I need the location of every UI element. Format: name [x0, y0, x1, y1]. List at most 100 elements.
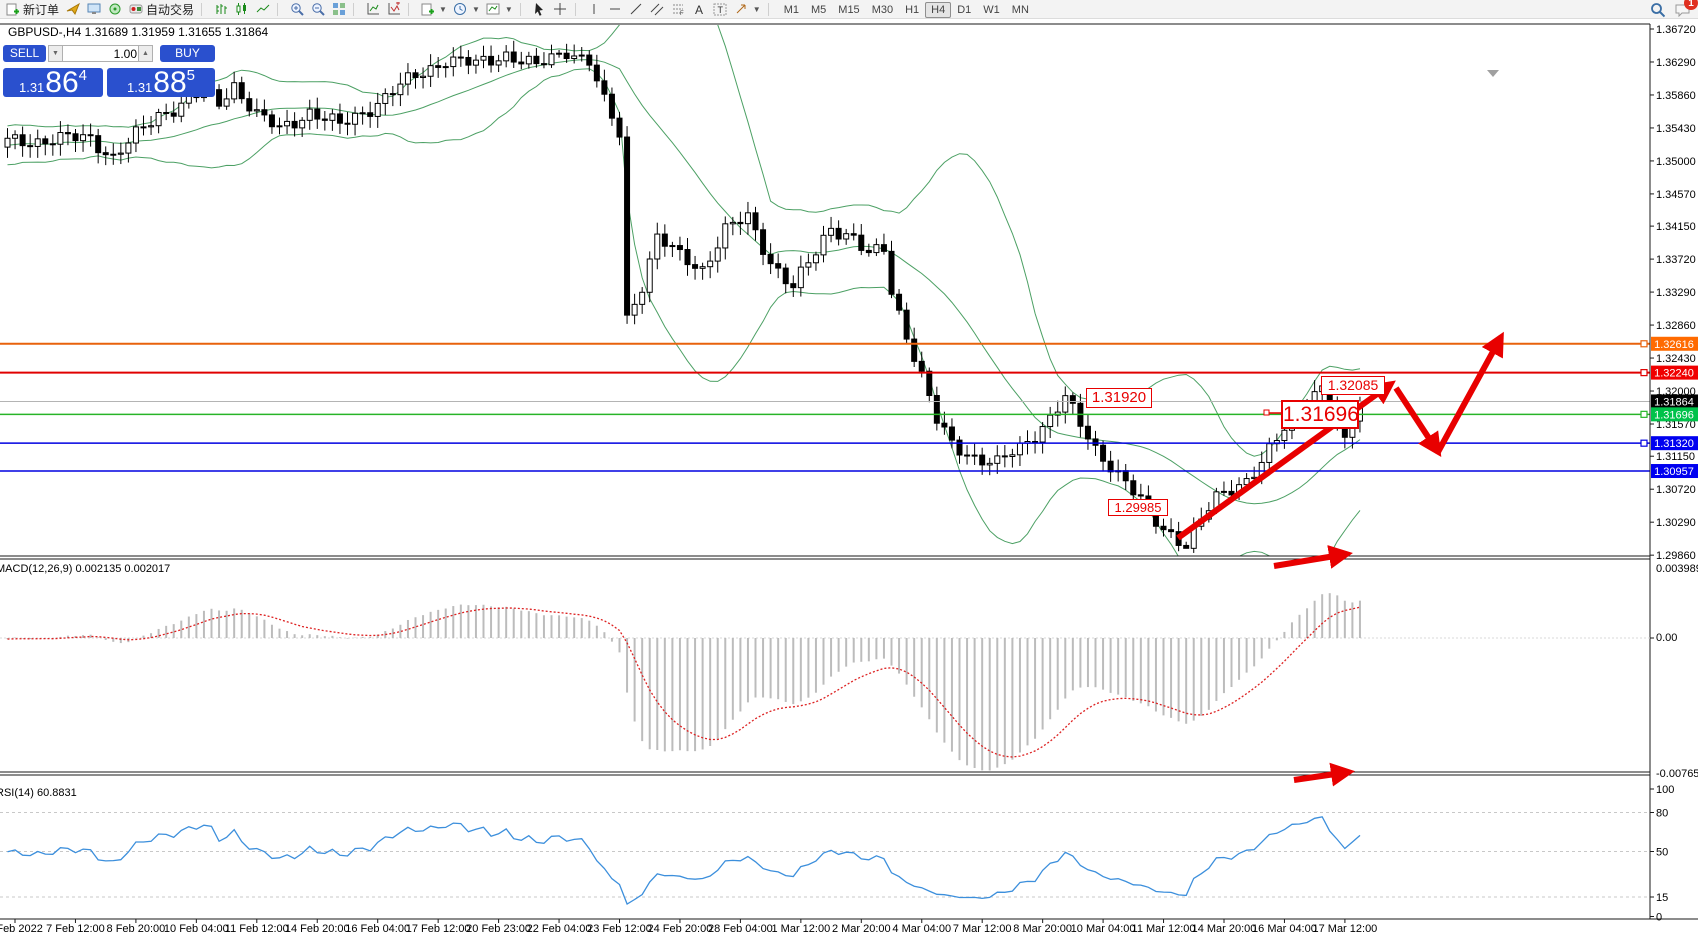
signals-button[interactable] [105, 1, 124, 18]
indicator-window-icon [365, 2, 380, 17]
add-indicator-icon [420, 2, 435, 17]
tf-button-MN[interactable]: MN [1011, 4, 1029, 16]
text-icon: A [692, 2, 707, 17]
svg-text:8 Mar 20:00: 8 Mar 20:00 [1013, 923, 1072, 935]
ask-price-pip: 5 [186, 67, 196, 84]
buy-button[interactable]: BUY [160, 45, 215, 62]
svg-text:8 Feb 20:00: 8 Feb 20:00 [107, 923, 166, 935]
ask-price-display[interactable]: 1.31 88 5 [107, 66, 215, 99]
line-chart-icon [255, 2, 270, 17]
label-tool[interactable]: T [711, 1, 730, 18]
volume-input[interactable] [62, 45, 142, 62]
ask-price-big: 88 [153, 66, 187, 99]
bar-chart-button[interactable] [211, 1, 230, 18]
svg-text:7 Mar 12:00: 7 Mar 12:00 [953, 923, 1012, 935]
volume-increase-button[interactable]: ▲ [138, 45, 153, 62]
template-button[interactable]: ▼ [484, 1, 515, 18]
chevron-down-icon: ▼ [752, 4, 761, 14]
svg-text:-0.007657: -0.007657 [1656, 768, 1698, 780]
volume-decrease-button[interactable]: ▼ [48, 45, 63, 62]
horizontal-line-tool[interactable] [606, 1, 625, 18]
horizontal-lines-layer [0, 340, 1650, 472]
arrows-tool[interactable]: ▼ [732, 1, 763, 18]
chevron-down-icon: ▼ [439, 4, 447, 14]
tf-button-M5[interactable]: M5 [811, 4, 827, 16]
annotation-price-label[interactable]: 1.32085 [1321, 376, 1385, 395]
annotation-price-label[interactable]: 1.29985 [1108, 499, 1168, 516]
channel-tool[interactable] [648, 1, 667, 18]
svg-text:50: 50 [1656, 847, 1668, 859]
svg-text:1.35860: 1.35860 [1656, 90, 1696, 102]
svg-text:1.36720: 1.36720 [1656, 24, 1696, 36]
svg-text:1.32860: 1.32860 [1656, 320, 1696, 332]
tf-button-D1[interactable]: D1 [957, 4, 972, 16]
svg-text:1.34570: 1.34570 [1656, 189, 1696, 201]
rsi-axis: 100 80 50 15 0 [1650, 784, 1674, 924]
zoom-out-button[interactable] [308, 1, 327, 18]
indicator-list-button[interactable] [384, 1, 403, 18]
macd-axis: 0.003989 0.00 -0.007657 [1650, 563, 1698, 780]
svg-text:1.34150: 1.34150 [1656, 221, 1696, 233]
tf-button-H1[interactable]: H1 [905, 4, 920, 16]
line-chart-button[interactable] [253, 1, 272, 18]
annotation-price-label[interactable]: 1.31920 [1086, 388, 1152, 408]
text-tool[interactable]: A [690, 1, 709, 18]
svg-text:23 Feb 12:00: 23 Feb 12:00 [587, 923, 652, 935]
symbol-info: GBPUSD-,H4 1.31689 1.31959 1.31655 1.318… [8, 25, 269, 39]
tile-windows-button[interactable] [329, 1, 348, 18]
fibonacci-tool[interactable]: F [669, 1, 688, 18]
period-button[interactable]: ▼ [451, 1, 482, 18]
svg-text:A: A [695, 3, 703, 16]
tf-button-M30[interactable]: M30 [871, 4, 894, 16]
zoom-in-button[interactable] [287, 1, 306, 18]
notifications-button[interactable]: 1 [1675, 0, 1698, 17]
svg-text:11 Mar 12:00: 11 Mar 12:00 [1132, 923, 1196, 935]
cursor-button[interactable] [530, 1, 549, 18]
indicator-window-button[interactable] [363, 1, 382, 18]
toolbar-right-group: 1 [1650, 0, 1698, 19]
tf-button-M15[interactable]: M15 [838, 4, 860, 16]
svg-text:1.36290: 1.36290 [1656, 57, 1696, 69]
chevron-down-icon: ▼ [471, 4, 480, 14]
annotation-price-label[interactable]: 1.31696 [1281, 400, 1359, 429]
svg-text:14 Mar 20:00: 14 Mar 20:00 [1192, 923, 1257, 935]
svg-text:16 Mar 04:00: 16 Mar 04:00 [1252, 923, 1317, 935]
tf-button-H4[interactable]: H4 [925, 2, 952, 18]
bid-price-big: 86 [45, 66, 79, 99]
chevron-down-icon: ▼ [504, 4, 513, 14]
bid-price-display[interactable]: 1.31 86 4 [3, 66, 103, 99]
fibonacci-icon: F [671, 2, 686, 17]
search-icon[interactable] [1650, 2, 1665, 17]
add-indicator-button[interactable]: ▼ [418, 1, 449, 18]
svg-text:1.33720: 1.33720 [1656, 254, 1696, 266]
svg-text:11 Feb 12:00: 11 Feb 12:00 [225, 923, 289, 935]
svg-text:15: 15 [1656, 892, 1668, 904]
toolbar-separator [767, 2, 773, 16]
svg-text:4 Feb 2022: 4 Feb 2022 [0, 923, 43, 935]
toolbar-separator [408, 2, 413, 16]
bid-price-prefix: 1.31 [18, 80, 45, 95]
metaeditor-button[interactable] [63, 1, 82, 18]
trendline-tool[interactable] [627, 1, 646, 18]
new-order-label: 新订单 [23, 2, 60, 17]
svg-text:17 Feb 12:00: 17 Feb 12:00 [406, 923, 471, 935]
sell-button[interactable]: SELL [3, 45, 46, 62]
tf-button-M1[interactable]: M1 [783, 4, 799, 16]
candlestick-button[interactable] [232, 1, 251, 18]
svg-text:20 Feb 23:00: 20 Feb 23:00 [466, 923, 531, 935]
terminal-button[interactable] [84, 1, 103, 18]
tf-button-W1[interactable]: W1 [983, 4, 1000, 16]
crosshair-button[interactable] [551, 1, 570, 18]
zoom-in-icon [289, 2, 304, 17]
trade-panel-controls: SELL ▼ ▲ BUY [3, 45, 215, 62]
vertical-line-tool[interactable] [585, 1, 604, 18]
new-order-button[interactable]: 新订单 [3, 1, 61, 18]
autotrading-button[interactable]: 自动交易 [126, 1, 196, 18]
tile-windows-icon [331, 2, 346, 17]
svg-text:T: T [718, 5, 724, 15]
timeframe-group: M1 M5 M15 M30 H1 H4 D1 W1 MN [778, 2, 1035, 18]
toolbar-separator [353, 2, 358, 16]
notification-badge: 1 [1684, 0, 1698, 10]
